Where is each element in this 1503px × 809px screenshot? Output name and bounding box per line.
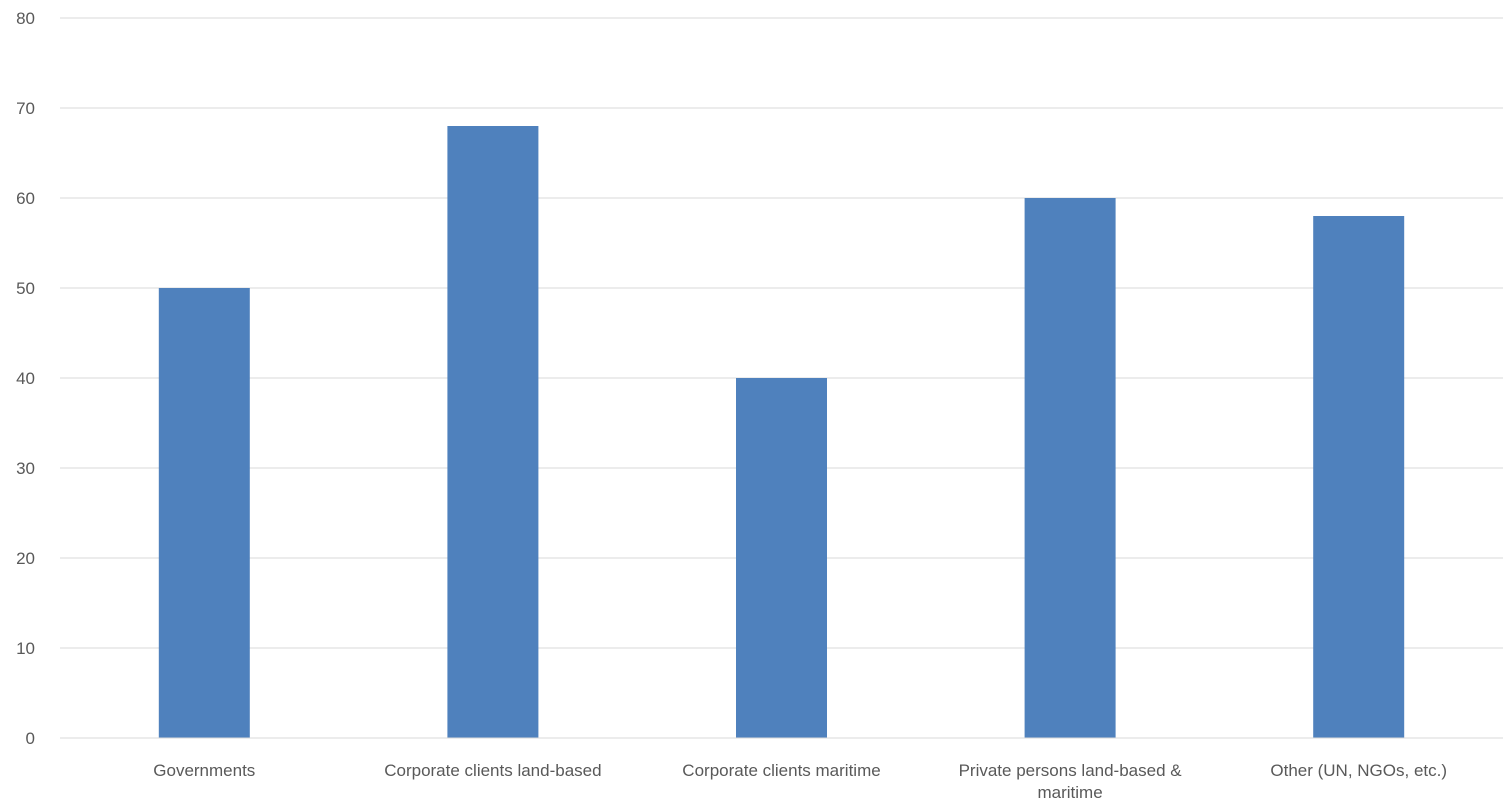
x-category-label: Other (UN, NGOs, etc.)	[1270, 761, 1447, 780]
y-tick-label: 50	[16, 279, 35, 298]
bar-1	[158, 288, 250, 738]
y-tick-label: 40	[16, 369, 35, 388]
x-category-label: Private persons land-based & maritime	[959, 761, 1183, 802]
y-tick-label: 20	[16, 549, 35, 568]
bar-3	[736, 378, 827, 738]
x-category-label: Corporate clients land-based	[384, 761, 601, 780]
y-axis-tick-labels: 0 10 20 30 40 50 60 70 80	[16, 9, 35, 748]
y-tick-label: 0	[26, 729, 35, 748]
x-category-label: Governments	[153, 761, 255, 780]
y-tick-label: 30	[16, 459, 35, 478]
x-axis-category-labels: Governments Corporate clients land-based C…	[153, 761, 1447, 802]
y-tick-label: 60	[16, 189, 35, 208]
bar-2	[447, 126, 539, 738]
y-tick-label: 80	[16, 9, 35, 28]
bar-4	[1024, 198, 1116, 738]
y-tick-label: 10	[16, 639, 35, 658]
x-category-label: Corporate clients maritime	[682, 761, 880, 780]
bar-5	[1313, 216, 1405, 738]
bars	[158, 126, 1405, 738]
y-tick-label: 70	[16, 99, 35, 118]
